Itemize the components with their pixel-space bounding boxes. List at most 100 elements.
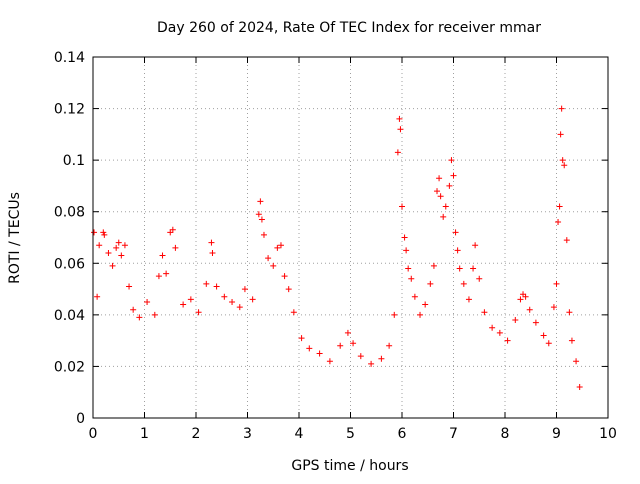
x-tick-label: 6 bbox=[398, 426, 407, 442]
data-point bbox=[144, 298, 151, 305]
data-point bbox=[476, 275, 483, 282]
data-points bbox=[91, 105, 583, 391]
data-point bbox=[378, 355, 385, 362]
data-point bbox=[465, 296, 472, 303]
data-point bbox=[203, 280, 210, 287]
data-point bbox=[169, 226, 176, 233]
data-point bbox=[411, 293, 418, 300]
data-point bbox=[417, 311, 424, 318]
data-point bbox=[281, 273, 288, 280]
data-point bbox=[326, 358, 333, 365]
data-point bbox=[221, 293, 228, 300]
axis-ticks: 0 1 2 3 4 5 6 7 8 9 10 0 0.02 0.04 0.06 0.08 0.1 0.12 0.14 bbox=[54, 50, 617, 442]
data-point bbox=[241, 286, 248, 293]
data-point bbox=[100, 229, 107, 236]
data-point bbox=[298, 335, 305, 342]
data-point bbox=[452, 229, 459, 236]
data-point bbox=[397, 126, 404, 133]
data-point bbox=[277, 242, 284, 249]
data-point bbox=[136, 314, 143, 321]
data-point bbox=[285, 286, 292, 293]
data-point bbox=[454, 247, 461, 254]
x-tick-label: 1 bbox=[140, 426, 149, 442]
x-tick-label: 3 bbox=[243, 426, 252, 442]
data-point bbox=[512, 317, 519, 324]
data-point bbox=[260, 231, 267, 238]
data-point bbox=[553, 280, 560, 287]
data-point bbox=[556, 203, 563, 210]
data-point bbox=[540, 332, 547, 339]
data-point bbox=[561, 162, 568, 169]
data-point bbox=[113, 244, 120, 251]
data-point bbox=[195, 309, 202, 316]
data-point bbox=[472, 242, 479, 249]
data-point bbox=[405, 265, 412, 272]
data-point bbox=[167, 229, 174, 236]
data-point bbox=[576, 384, 583, 391]
data-point bbox=[394, 149, 401, 156]
data-point bbox=[532, 319, 539, 326]
data-point bbox=[101, 231, 108, 238]
data-point bbox=[172, 244, 179, 251]
y-tick-label: 0.12 bbox=[54, 102, 85, 118]
data-point bbox=[520, 291, 527, 298]
x-tick-label: 7 bbox=[449, 426, 458, 442]
data-point bbox=[401, 234, 408, 241]
data-point bbox=[344, 329, 351, 336]
data-point bbox=[337, 342, 344, 349]
data-point bbox=[391, 311, 398, 318]
y-tick-label: 0.04 bbox=[54, 308, 85, 324]
data-point bbox=[115, 239, 122, 246]
data-point bbox=[481, 309, 488, 316]
data-point bbox=[422, 301, 429, 308]
x-tick-label: 2 bbox=[192, 426, 201, 442]
y-tick-label: 0.06 bbox=[54, 256, 85, 272]
data-point bbox=[249, 296, 256, 303]
data-point bbox=[566, 309, 573, 316]
data-point bbox=[209, 249, 216, 256]
data-point bbox=[450, 172, 457, 179]
data-point bbox=[96, 242, 103, 249]
data-point bbox=[208, 239, 215, 246]
y-axis-label: ROTI / TECUs bbox=[7, 192, 23, 284]
x-tick-label: 4 bbox=[295, 426, 304, 442]
data-point bbox=[568, 337, 575, 344]
data-point bbox=[258, 216, 265, 223]
data-point bbox=[350, 340, 357, 347]
data-point bbox=[434, 188, 441, 195]
data-point bbox=[550, 304, 557, 311]
data-point bbox=[440, 213, 447, 220]
x-tick-label: 10 bbox=[599, 426, 617, 442]
data-point bbox=[126, 283, 133, 290]
data-point bbox=[265, 255, 272, 262]
data-point bbox=[489, 324, 496, 331]
data-point bbox=[94, 293, 101, 300]
data-point bbox=[403, 247, 410, 254]
data-point bbox=[456, 265, 463, 272]
x-tick-label: 8 bbox=[501, 426, 510, 442]
data-point bbox=[151, 311, 158, 318]
x-tick-label: 5 bbox=[346, 426, 355, 442]
data-point bbox=[563, 237, 570, 244]
data-point bbox=[109, 262, 116, 269]
data-point bbox=[504, 337, 511, 344]
data-point bbox=[229, 298, 236, 305]
data-point bbox=[517, 296, 524, 303]
data-point bbox=[399, 203, 405, 210]
data-point bbox=[558, 105, 565, 112]
data-point bbox=[118, 252, 125, 259]
data-point bbox=[236, 304, 243, 311]
data-point bbox=[559, 157, 566, 164]
data-point bbox=[436, 175, 443, 182]
data-point bbox=[573, 358, 580, 365]
data-point bbox=[448, 157, 455, 164]
data-point bbox=[430, 262, 437, 269]
data-point bbox=[163, 270, 170, 277]
data-point bbox=[522, 293, 529, 300]
data-point bbox=[290, 309, 297, 316]
data-point bbox=[155, 273, 162, 280]
data-point bbox=[105, 249, 112, 256]
data-point bbox=[180, 301, 187, 308]
